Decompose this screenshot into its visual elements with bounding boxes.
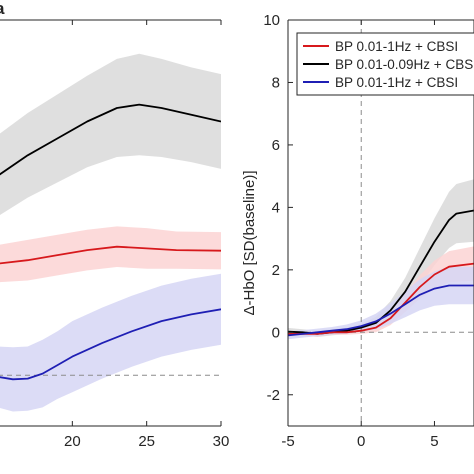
legend-label-1: BP 0.01-1Hz + CBSI [335, 39, 458, 54]
y-tick-label: 6 [272, 137, 280, 154]
panel-2: -5 0 5 -2 0 2 4 6 8 10 Δ-HbO [SD(baseline)] BP 0.01… [241, 12, 474, 450]
x-tick-label: 0 [357, 433, 365, 450]
y-tick-label: 8 [272, 74, 280, 91]
x-tick-label: 5 [430, 433, 438, 450]
panel-letter: a [0, 0, 5, 18]
series-line-2 [0, 245, 221, 265]
legend: BP 0.01-1Hz + CBSI BP 0.01-0.09Hz + CBSI B… [296, 32, 474, 96]
confidence-band-3 [0, 273, 221, 412]
plot-area [288, 20, 474, 426]
confidence-band-1 [0, 53, 221, 215]
panel-1: 20 25 30 a [0, 0, 229, 450]
series-line-3 [288, 284, 474, 337]
y-tick-label: 2 [272, 262, 280, 279]
x-tick-label: 30 [213, 433, 230, 450]
y-tick-label: 0 [272, 324, 280, 341]
x-tick-label: 20 [64, 433, 81, 450]
series-line-3 [0, 308, 221, 381]
y-axis-label: Δ-HbO [SD(baseline)] [241, 170, 258, 315]
confidence-band-2 [288, 246, 474, 337]
confidence-band-2 [0, 226, 221, 283]
series-line-2 [288, 262, 474, 335]
plot-area [0, 53, 221, 412]
x-tick-label: -5 [281, 433, 294, 450]
y-tick-label: -2 [267, 387, 280, 404]
legend-label-3: BP 0.01-1Hz + CBSI [335, 75, 458, 90]
confidence-band-3 [288, 266, 474, 340]
x-tick-label: 25 [138, 433, 155, 450]
series-line-1 [0, 103, 221, 176]
legend-label-2: BP 0.01-0.09Hz + CBSI [335, 57, 474, 72]
y-tick-label: 4 [272, 199, 280, 216]
y-tick-label: 10 [263, 12, 280, 29]
confidence-band-1 [288, 179, 474, 337]
